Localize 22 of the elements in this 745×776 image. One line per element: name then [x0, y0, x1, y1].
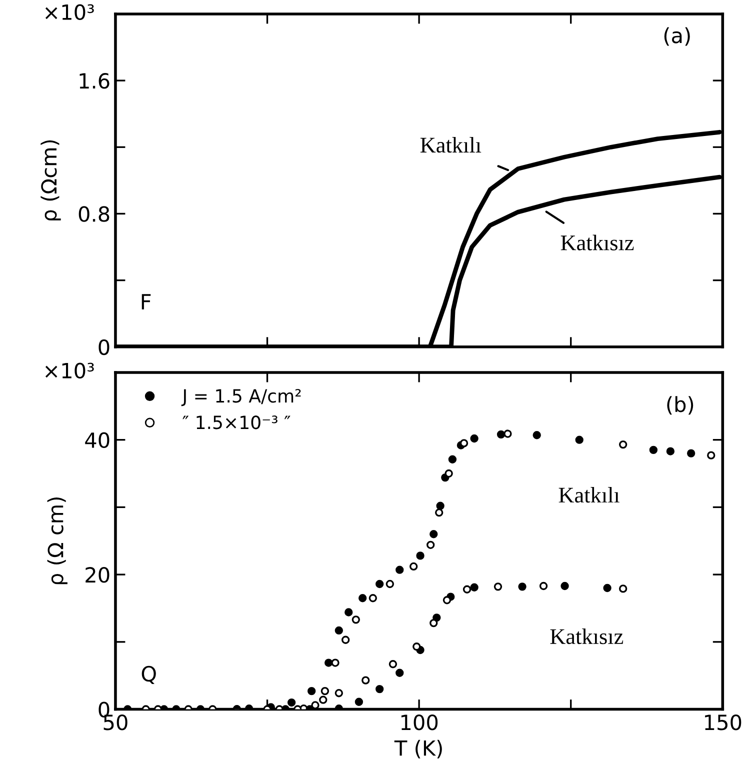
- annotation: Katkılı: [420, 137, 482, 153]
- annotation: Q: [142, 666, 156, 684]
- y-tick-label: 0.8: [78, 206, 110, 222]
- annotation: Katkılı: [558, 487, 620, 503]
- x-tick-label: 100: [401, 714, 438, 730]
- x-tick-label: 150: [705, 714, 742, 730]
- text: ×10³: [45, 362, 94, 379]
- annotation: F: [142, 294, 151, 310]
- x-axis-title: T (K): [394, 740, 442, 758]
- y-tick-label: 40: [85, 432, 110, 448]
- y-tick-label: 0: [98, 339, 110, 356]
- y-axis-title: ρ (Ω cm): [47, 497, 68, 584]
- annotation: Katkısız: [550, 628, 624, 644]
- annotation: Katkısız: [560, 234, 634, 250]
- legend-label: J = 1.5 A/cm²: [181, 389, 301, 406]
- legend-label: ″ 1.5×10⁻³ ″: [182, 416, 290, 430]
- text: ×10³: [45, 4, 94, 20]
- annotation: (a): [664, 27, 690, 46]
- y-tick-label: 20: [86, 567, 110, 583]
- y-axis-title: ρ (Ωcm): [40, 140, 61, 220]
- y-tick-label: 1.6: [80, 73, 110, 89]
- annotation: (b): [667, 396, 694, 415]
